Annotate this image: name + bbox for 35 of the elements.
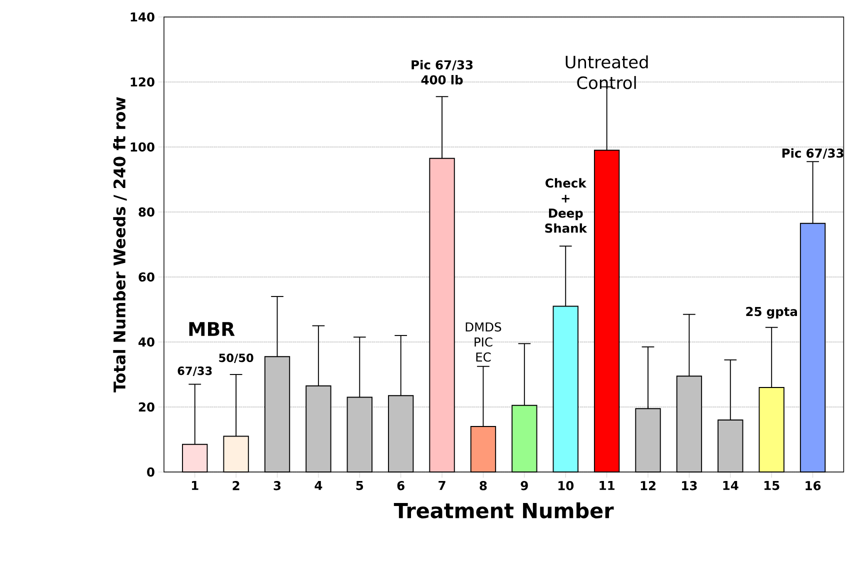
annotation: Pic 67/33: [782, 148, 844, 159]
x-tick-label: 12: [640, 481, 656, 490]
annotation: 67/33: [178, 366, 212, 376]
x-tick-label: 4: [314, 481, 322, 490]
x-tick-label: 2: [232, 481, 240, 490]
y-tick-label: 80: [138, 208, 154, 217]
y-tick-label: 120: [130, 78, 154, 87]
x-tick-label: 10: [558, 481, 574, 490]
annotation: DMDS PIC EC: [466, 322, 502, 362]
x-tick-label: 8: [480, 481, 487, 490]
annotation: Untreated Control: [566, 56, 648, 90]
y-tick-label: 40: [138, 338, 154, 347]
y-tick-label: 140: [130, 12, 154, 22]
y-tick-label: 0: [147, 468, 154, 477]
annotation: Pic 67/33 400 lb: [412, 60, 473, 85]
annotation: Check + Deep Shank: [545, 178, 588, 234]
x-tick-label: 16: [806, 481, 821, 490]
x-tick-label: 1: [192, 481, 198, 490]
annotation: MBR: [189, 322, 235, 336]
x-tick-label: 9: [520, 481, 528, 490]
x-tick-label: 15: [764, 481, 780, 490]
x-tick-label: 3: [274, 481, 281, 490]
x-tick-label: 14: [723, 481, 738, 490]
x-tick-label: 13: [682, 481, 697, 490]
annotation: 25 gpta: [746, 307, 797, 319]
x-tick-label: 5: [356, 481, 364, 490]
x-axis-title: Treatment Number: [394, 502, 614, 519]
y-axis-title: Total Number Weeds / 240 ft row: [113, 97, 127, 393]
y-tick-label: 100: [130, 142, 154, 152]
y-tick-label: 60: [138, 272, 154, 282]
x-tick-label: 7: [438, 481, 446, 490]
x-tick-label: 6: [397, 481, 404, 490]
x-tick-label: 11: [600, 481, 614, 490]
y-tick-label: 20: [138, 402, 154, 412]
annotation: 50/50: [219, 354, 254, 364]
